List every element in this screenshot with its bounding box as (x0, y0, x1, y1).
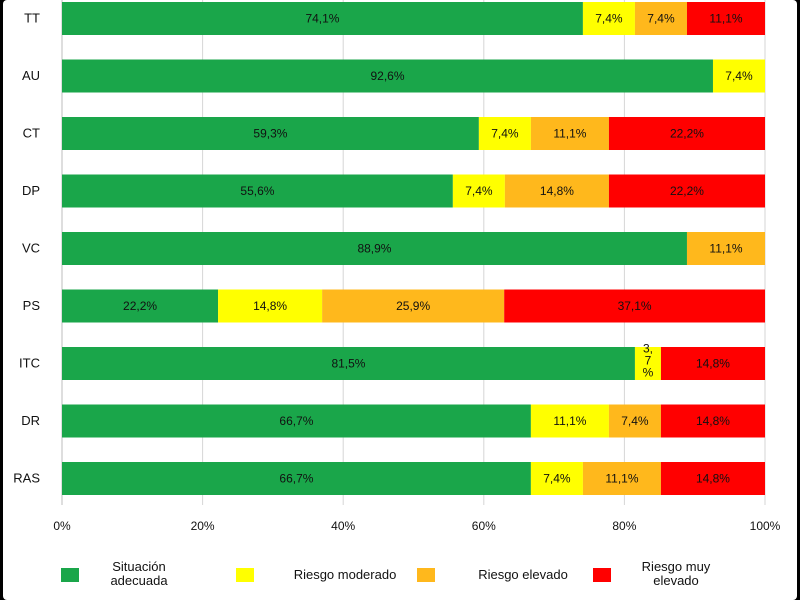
category-label: RAS (13, 471, 40, 486)
category-label: ITC (19, 356, 40, 371)
category-label: VC (22, 241, 40, 256)
category-label: PS (23, 298, 41, 313)
category-label: DP (22, 183, 40, 198)
x-tick-label: 0% (53, 519, 71, 533)
bar-segment (608, 117, 765, 150)
data-label: 88,9% (357, 242, 391, 256)
data-label: 66,7% (279, 472, 313, 486)
x-tick-label: 60% (472, 519, 496, 533)
category-label: DR (21, 413, 40, 428)
bar-segment (62, 462, 531, 495)
legend-label: Riesgo elevado (478, 567, 568, 582)
chart-frame: TT 74,1% 7,4% 7,4% 11,1% AU 92,6% 7,4% CT 59,3% 7,… (3, 0, 797, 600)
bar-segment (660, 462, 765, 495)
legend-swatch (593, 568, 611, 582)
data-label: 22,2% (123, 299, 157, 313)
data-label: 14,8% (540, 184, 574, 198)
bar-segment (322, 289, 505, 323)
bar-segment (660, 347, 765, 380)
data-label: 11,1% (553, 414, 586, 428)
bar-segment (582, 462, 661, 495)
legend-label: Riesgo muy elevado (642, 559, 711, 588)
data-label: 11,1% (709, 242, 742, 256)
data-label: 3, 7% (643, 342, 654, 380)
category-label: TT (24, 11, 40, 26)
x-tick-label: 80% (612, 519, 636, 533)
bar-segment (478, 117, 531, 150)
bar-segment (660, 404, 765, 438)
bar-segment (62, 117, 479, 150)
data-label: 14,8% (696, 357, 730, 371)
data-label: 7,4% (465, 184, 493, 198)
data-label: 11,1% (605, 472, 638, 486)
bar-segment (686, 232, 765, 265)
x-tick-label: 40% (331, 519, 355, 533)
data-label: 25,9% (396, 299, 430, 313)
data-label: 37,1% (618, 299, 652, 313)
bar-segment (62, 174, 453, 208)
bar-segment (62, 232, 687, 265)
bar-segment (62, 2, 583, 35)
stacked-bar-chart: TT 74,1% 7,4% 7,4% 11,1% AU 92,6% 7,4% CT 59,3% 7,… (13, 0, 781, 588)
data-label: 7,4% (725, 69, 753, 83)
bar-segment (634, 2, 687, 35)
legend-swatch (236, 568, 254, 582)
bar-segment (634, 347, 661, 380)
data-label: 66,7% (279, 414, 313, 428)
data-label: 14,8% (696, 472, 730, 486)
bar-segment (62, 347, 635, 380)
data-label: 7,4% (621, 414, 649, 428)
data-label: 11,1% (553, 127, 586, 141)
bar-segment (686, 2, 765, 35)
bar-segment (504, 289, 765, 323)
data-label: 55,6% (240, 184, 274, 198)
bar-segment (452, 174, 505, 208)
bar-segment (530, 117, 609, 150)
legend-label: Situación adecuada (110, 559, 168, 588)
bar-segment (62, 289, 219, 323)
bar-segment (62, 59, 713, 93)
category-label: AU (22, 68, 40, 83)
data-label: 22,2% (670, 184, 704, 198)
bar-segment (530, 404, 609, 438)
bar-segment (530, 462, 583, 495)
bar-segment (218, 289, 323, 323)
data-label: 7,4% (647, 12, 675, 26)
bar-segment (62, 404, 531, 438)
bar-segment (608, 404, 661, 438)
bar-segment (712, 59, 765, 93)
legend-swatch (61, 568, 79, 582)
bar-segment (608, 174, 765, 208)
data-label: 92,6% (370, 69, 404, 83)
legend-swatch (417, 568, 435, 582)
legend-label: Riesgo moderado (294, 567, 397, 582)
x-tick-label: 100% (750, 519, 781, 533)
data-label: 7,4% (543, 472, 571, 486)
data-label: 7,4% (595, 12, 623, 26)
data-label: 14,8% (696, 414, 730, 428)
data-label: 14,8% (253, 299, 287, 313)
data-label: 59,3% (253, 127, 287, 141)
data-label: 11,1% (709, 12, 742, 26)
data-label: 81,5% (331, 357, 365, 371)
data-label: 74,1% (305, 12, 339, 26)
x-tick-label: 20% (191, 519, 215, 533)
data-label: 22,2% (670, 127, 704, 141)
bar-segment (582, 2, 635, 35)
category-label: CT (23, 126, 40, 141)
bar-segment (504, 174, 609, 208)
data-label: 7,4% (491, 127, 519, 141)
